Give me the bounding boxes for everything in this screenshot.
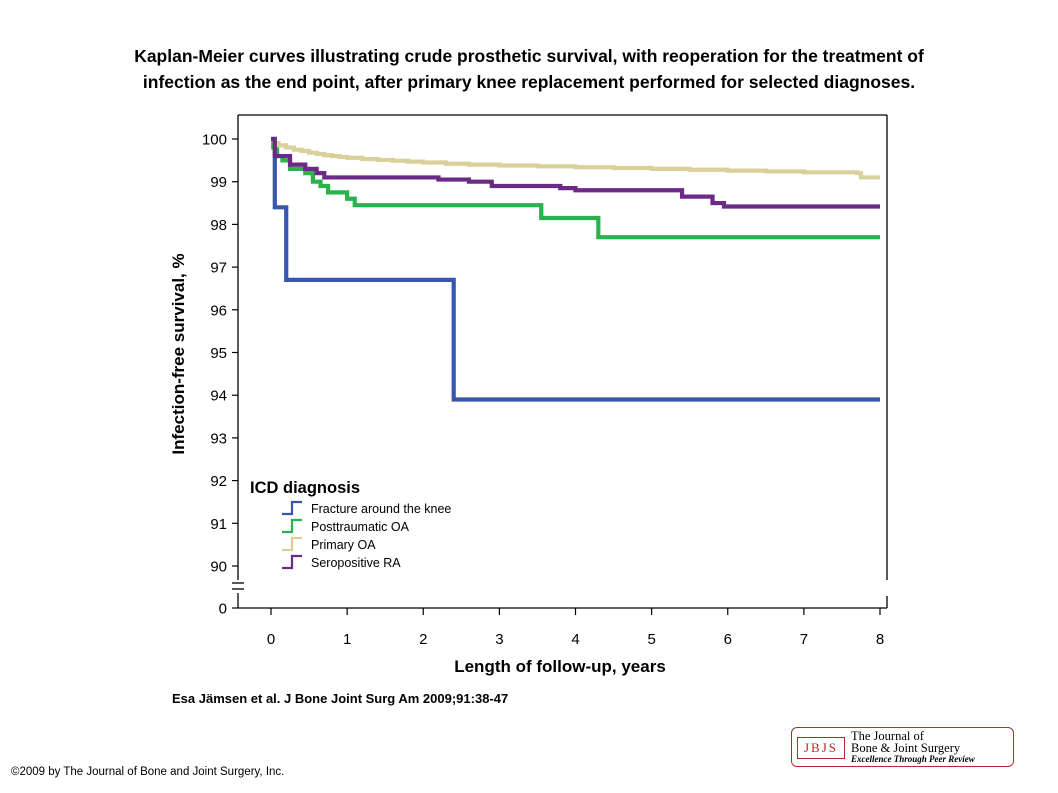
journal-logo-line-3: Excellence Through Peer Review xyxy=(851,754,975,764)
chart-title: Kaplan-Meier curves illustrating crude p… xyxy=(0,43,1058,95)
x-tick-label: 5 xyxy=(647,631,655,648)
y-axis-label: Infection-free survival, % xyxy=(169,253,188,454)
journal-logo-line-1: The Journal of xyxy=(851,729,924,743)
legend-swatch-1 xyxy=(282,500,302,516)
legend-label-2: Posttraumatic OA xyxy=(311,520,410,534)
x-tick-label: 8 xyxy=(876,631,884,648)
legend-label-1: Fracture around the knee xyxy=(311,502,451,516)
y-tick-label: 92 xyxy=(210,473,227,490)
x-tick-label: 4 xyxy=(571,631,579,648)
y-tick-label: 94 xyxy=(210,388,227,405)
y-tick-label: 0 xyxy=(219,601,227,618)
y-tick-label: 97 xyxy=(210,260,227,277)
journal-logo: JBJS The Journal of Bone & Joint Surgery… xyxy=(791,727,1016,769)
y-tick-label: 100 xyxy=(202,132,227,149)
y-tick-label: 95 xyxy=(210,345,227,362)
x-tick-label: 1 xyxy=(343,631,351,648)
x-tick-label: 6 xyxy=(724,631,732,648)
y-tick-label: 91 xyxy=(210,516,227,533)
x-axis-label: Length of follow-up, years xyxy=(454,657,666,676)
legend-title: ICD diagnosis xyxy=(250,479,360,497)
y-tick-label: 90 xyxy=(210,559,227,576)
legend-label-4: Seropositive RA xyxy=(311,556,401,570)
series-line-4 xyxy=(271,136,880,209)
chart-title-line-1: Kaplan-Meier curves illustrating crude p… xyxy=(134,46,924,66)
journal-logo-line-2: Bone & Joint Surgery xyxy=(851,741,961,755)
legend-swatch-2 xyxy=(282,518,302,534)
y-tick-label: 98 xyxy=(210,217,227,234)
copyright: ©2009 by The Journal of Bone and Joint S… xyxy=(11,766,285,778)
x-tick-label: 3 xyxy=(495,631,503,648)
x-tick-label: 0 xyxy=(267,631,275,648)
y-tick-label: 99 xyxy=(210,174,227,191)
legend-label-3: Primary OA xyxy=(311,538,376,552)
x-tick-label: 7 xyxy=(800,631,808,648)
legend-swatch-4 xyxy=(282,554,302,570)
legend-swatch-3 xyxy=(282,536,302,552)
chart-title-line-2: infection as the end point, after primar… xyxy=(142,72,916,92)
x-tick-label: 2 xyxy=(419,631,427,648)
citation: Esa Jämsen et al. J Bone Joint Surg Am 2… xyxy=(172,691,509,706)
journal-logo-abbr: JBJS xyxy=(797,737,845,759)
journal-logo-frame xyxy=(791,727,1014,767)
y-tick-label: 96 xyxy=(210,302,227,319)
series-line-3 xyxy=(271,136,880,180)
y-tick-label: 93 xyxy=(210,430,227,447)
